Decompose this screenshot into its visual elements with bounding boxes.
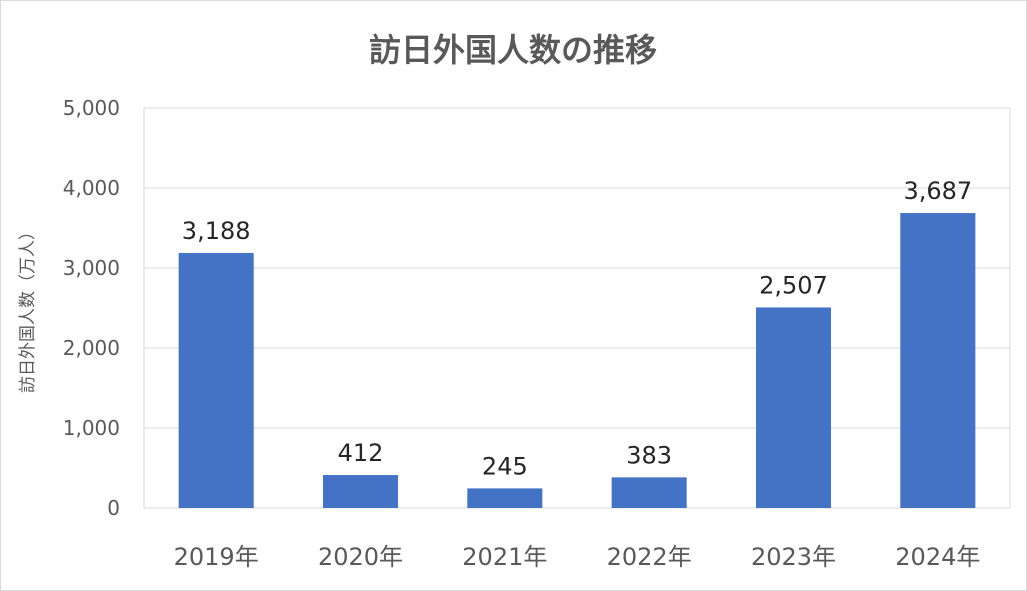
data-label: 3,188: [182, 217, 251, 245]
bar: [611, 477, 687, 508]
data-labels: 3,188 412 245 383 2,507 3,687: [182, 177, 972, 480]
y-tick-label: 3,000: [63, 256, 120, 280]
bar: [467, 488, 543, 508]
data-label: 245: [482, 452, 528, 480]
y-tick-label: 1,000: [63, 416, 120, 440]
bar: [755, 307, 832, 508]
x-tick-label: 2021年: [462, 543, 547, 571]
bar: [178, 252, 254, 508]
data-label: 3,687: [903, 177, 972, 205]
gridlines: [144, 187, 1010, 429]
x-axis-ticks: 2019年 2020年 2021年 2022年 2023年 2024年: [174, 543, 981, 571]
plot-area: [143, 107, 1011, 509]
chart-title: 訪日外国人数の推移: [369, 31, 657, 69]
bars: [178, 213, 976, 509]
x-tick-label: 2024年: [895, 543, 980, 571]
data-label: 2,507: [759, 271, 828, 299]
y-axis-label: 訪日外国人数（万人）: [18, 223, 38, 393]
x-tick-label: 2019年: [174, 543, 259, 571]
data-label: 412: [338, 439, 384, 467]
x-tick-label: 2020年: [318, 543, 403, 571]
x-tick-label: 2022年: [607, 543, 692, 571]
y-tick-label: 4,000: [63, 176, 120, 200]
y-tick-label: 2,000: [63, 336, 120, 360]
y-tick-label: 5,000: [63, 96, 120, 120]
bar: [900, 213, 976, 509]
y-axis-ticks: 0 1,000 2,000 3,000 4,000 5,000: [63, 96, 120, 520]
x-tick-label: 2023年: [751, 543, 836, 571]
data-label: 383: [626, 441, 672, 469]
y-tick-label: 0: [107, 496, 120, 520]
bar: [322, 475, 399, 508]
